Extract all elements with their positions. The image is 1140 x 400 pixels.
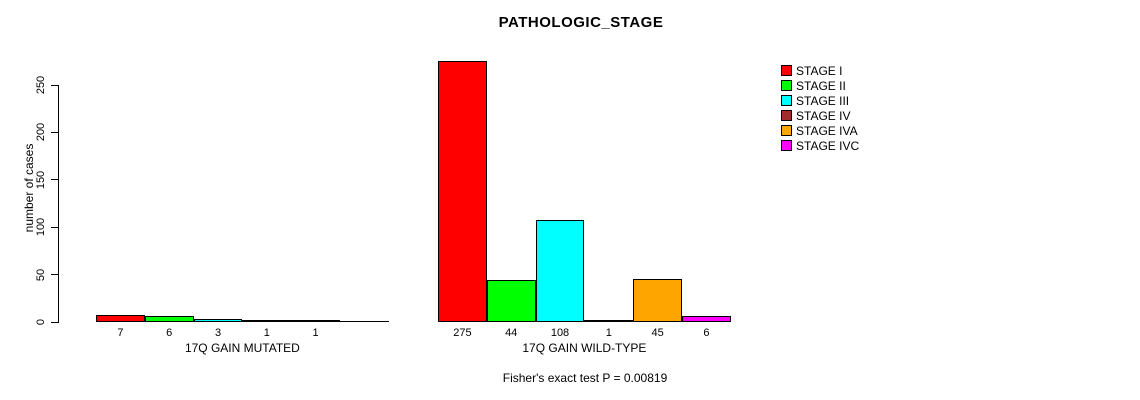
legend-swatch: [781, 80, 792, 91]
bar-stage-iii: [193, 319, 243, 322]
bar-value-label: 1: [312, 327, 319, 339]
y-tick-mark: [51, 179, 58, 181]
y-tick-mark: [51, 84, 58, 86]
group-label: 17Q GAIN WILD-TYPE: [522, 341, 647, 355]
legend-swatch: [781, 65, 792, 76]
group-label: 17Q GAIN MUTATED: [184, 341, 300, 355]
chart-title: PATHOLOGIC_STAGE: [498, 14, 664, 31]
legend-item: STAGE II: [781, 78, 846, 93]
legend-swatch: [781, 95, 792, 106]
legend-swatch: [781, 140, 792, 151]
y-axis-line: [58, 85, 59, 323]
legend-label: STAGE IVC: [796, 138, 860, 153]
y-tick-label: 200: [35, 123, 47, 142]
bar-value-label: 3: [214, 327, 222, 339]
y-tick-label: 50: [35, 268, 47, 281]
legend-item: STAGE IVA: [781, 123, 858, 138]
legend-item: STAGE III: [781, 93, 850, 108]
y-tick-label: 100: [35, 218, 47, 237]
legend-label: STAGE III: [796, 93, 850, 108]
bar-value-label: 45: [651, 327, 664, 339]
y-tick-label: 150: [35, 170, 47, 189]
y-tick-mark: [51, 321, 58, 323]
y-tick-mark: [51, 131, 58, 133]
legend-item: STAGE I: [781, 63, 843, 78]
annotation-text: Fisher's exact test P = 0.00819: [502, 371, 668, 385]
bar-value-label: 108: [550, 327, 570, 339]
bar-value-label: 6: [166, 327, 173, 339]
bar-stage-iva: [291, 320, 340, 322]
bar-stage-iv: [584, 320, 634, 322]
y-tick-label: 250: [35, 75, 47, 95]
legend-label: STAGE I: [796, 63, 843, 78]
legend-label: STAGE II: [796, 78, 846, 93]
bar-value-label: 6: [703, 327, 710, 339]
bar-stage-ii: [486, 280, 536, 322]
bar-value-label: 44: [505, 327, 518, 339]
y-tick-label: 0: [35, 318, 47, 326]
legend-label: STAGE IVA: [796, 123, 858, 138]
y-tick-mark: [51, 226, 58, 228]
bar-stage-ii: [144, 316, 194, 322]
bar-stage-i: [438, 61, 487, 322]
bar-stage-iv: [242, 320, 292, 322]
bar-stage-iii: [535, 219, 585, 322]
legend-swatch: [781, 110, 792, 121]
bar-stage-ivc: [682, 316, 731, 322]
bar-value-label: 7: [117, 327, 124, 339]
y-tick-mark: [51, 274, 58, 276]
bar-value-label: 275: [453, 327, 472, 339]
legend-item: STAGE IVC: [781, 138, 860, 153]
bar-value-label: 1: [263, 327, 270, 339]
legend-swatch: [781, 125, 792, 136]
y-axis-label: number of cases: [22, 143, 36, 233]
bar-stage-i: [96, 315, 145, 322]
legend-item: STAGE IV: [781, 108, 851, 123]
bar-value-label: 1: [605, 327, 612, 339]
legend-label: STAGE IV: [796, 108, 851, 123]
bar-stage-iva: [633, 279, 682, 322]
